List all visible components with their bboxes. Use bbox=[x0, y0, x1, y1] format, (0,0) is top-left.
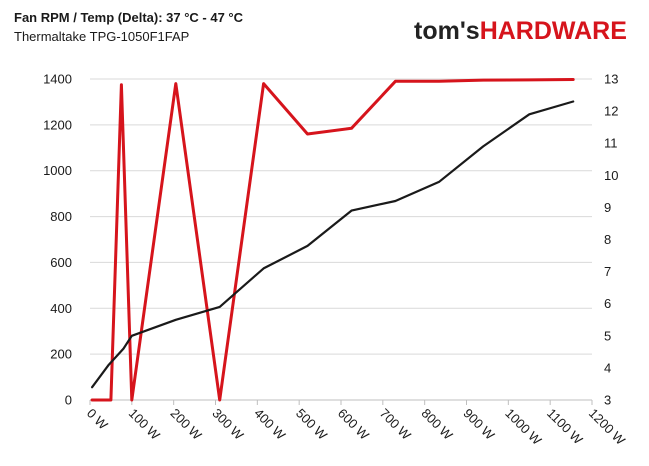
svg-text:tom'sHARDWARE: tom'sHARDWARE bbox=[414, 17, 627, 45]
x-tick-label: 500 W bbox=[293, 406, 331, 444]
series-line-1 bbox=[90, 100, 575, 389]
x-tick-label: 1100 W bbox=[544, 406, 586, 448]
y-left-tick-label: 1000 bbox=[43, 163, 72, 178]
y-right-tick-label: 13 bbox=[604, 72, 618, 87]
series-layer bbox=[90, 78, 575, 402]
y-right-tick-label: 6 bbox=[604, 296, 611, 311]
x-tick-label: 800 W bbox=[419, 406, 457, 444]
x-tick-label: 100 W bbox=[126, 406, 164, 444]
y-right-tick-label: 11 bbox=[604, 136, 618, 151]
x-tick-label: 200 W bbox=[168, 406, 206, 444]
brand-logo-part1: tom's bbox=[414, 17, 480, 45]
y-right-tick-label: 12 bbox=[604, 104, 618, 119]
y-right-tick-label: 4 bbox=[604, 360, 611, 375]
y-left-tick-label: 1400 bbox=[43, 72, 72, 87]
y-left-tick-label: 400 bbox=[50, 301, 72, 316]
x-tick-label: 300 W bbox=[209, 406, 247, 444]
x-tick-label: 900 W bbox=[460, 406, 498, 444]
y-left-tick-label: 600 bbox=[50, 255, 72, 270]
grid-layer bbox=[90, 78, 592, 355]
y-left-tick-label: 0 bbox=[65, 393, 72, 408]
x-tick-label: 400 W bbox=[251, 406, 289, 444]
y-right-tick-label: 3 bbox=[604, 393, 611, 408]
chart-subtitle: Thermaltake TPG-1050F1FAP bbox=[14, 29, 190, 44]
axis-layer bbox=[89, 399, 593, 405]
y-right-tick-label: 7 bbox=[604, 264, 611, 279]
x-tick-label: 1200 W bbox=[586, 406, 629, 449]
brand-logo: tom'sHARDWARE bbox=[414, 17, 627, 45]
y-left-tick-label: 800 bbox=[50, 209, 72, 224]
y-left-tick-label: 200 bbox=[50, 347, 72, 362]
y-right-tick-label: 5 bbox=[604, 328, 611, 343]
brand-logo-part2: HARDWARE bbox=[480, 17, 627, 45]
y-right-tick-label: 9 bbox=[604, 200, 611, 215]
x-tick-label: 700 W bbox=[377, 406, 415, 444]
x-tick-label: 1000 W bbox=[502, 406, 545, 449]
chart-title: Fan RPM / Temp (Delta): 37 °C - 47 °C bbox=[14, 10, 244, 25]
y-left-tick-label: 1200 bbox=[43, 117, 72, 132]
x-tick-label: 600 W bbox=[335, 406, 373, 444]
x-tick-label: 0 W bbox=[84, 406, 111, 433]
y-right-tick-label: 10 bbox=[604, 168, 618, 183]
y-right-tick-label: 8 bbox=[604, 232, 611, 247]
series-line-0 bbox=[90, 78, 575, 402]
